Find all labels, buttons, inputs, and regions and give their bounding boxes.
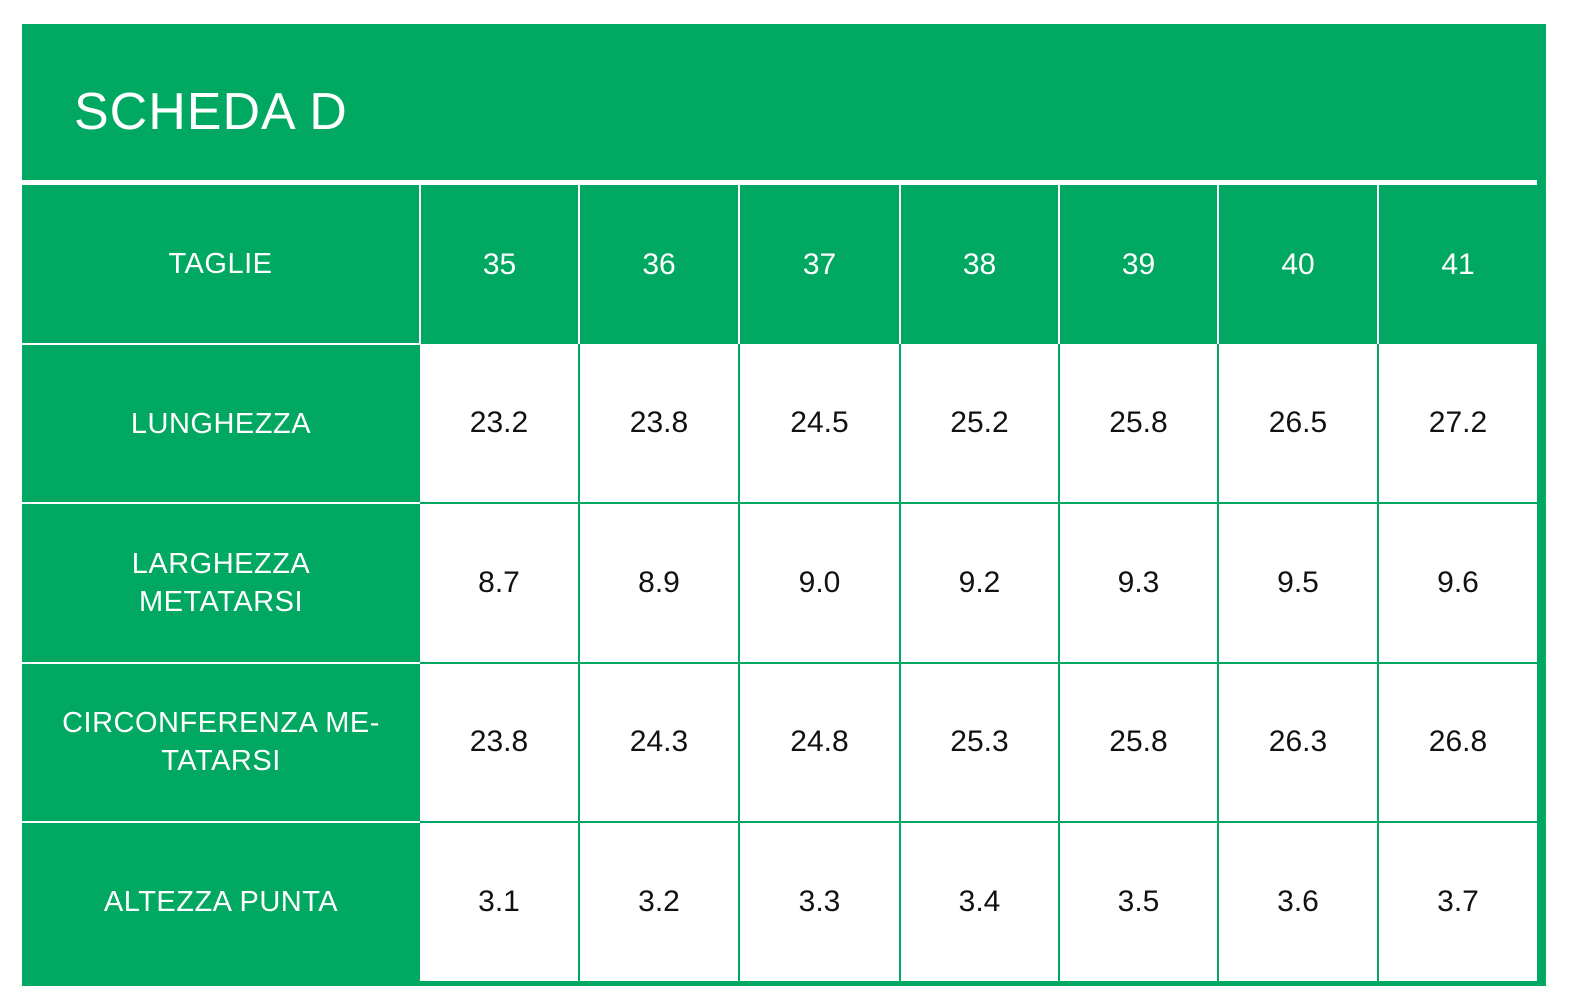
size-chart-card: SCHEDA D TAGLIE 35 36 37 38 39 40 41 xyxy=(22,24,1546,986)
header-row: TAGLIE 35 36 37 38 39 40 41 xyxy=(22,185,1537,345)
table-row: CIRCONFERENZA ME-TATARSI 23.8 24.3 24.8 … xyxy=(22,661,1537,822)
row-label-text: LUNGHEZZA xyxy=(130,407,312,440)
value-cell: 23.2 xyxy=(420,344,579,504)
value-cell: 9.2 xyxy=(899,502,1059,663)
value-cell: 9.3 xyxy=(1058,502,1218,663)
row-label-text: ALTEZZA PUNTA xyxy=(103,885,339,918)
header-label: TAGLIE xyxy=(22,185,420,345)
value-cell: 26.5 xyxy=(1217,344,1378,504)
size-header: 40 xyxy=(1217,185,1378,345)
value-cell: 3.4 xyxy=(899,820,1059,981)
row-label: LUNGHEZZA xyxy=(22,343,420,504)
value-cell: 26.3 xyxy=(1217,661,1378,822)
value-cell: 3.3 xyxy=(738,820,900,981)
chart-title: SCHEDA D xyxy=(74,83,348,141)
value-cell: 27.2 xyxy=(1377,344,1537,504)
value-cell: 3.1 xyxy=(420,820,579,981)
value-cell: 25.2 xyxy=(899,344,1059,504)
row-label: ALTEZZA PUNTA xyxy=(22,820,420,981)
size-header: 41 xyxy=(1377,185,1537,345)
row-label-text: LARGHEZZA METATARSI xyxy=(131,547,311,618)
value-cell: 23.8 xyxy=(578,344,739,504)
value-cell: 3.2 xyxy=(578,820,739,981)
value-cell: 9.0 xyxy=(738,502,900,663)
table-row: LARGHEZZA METATARSI 8.7 8.9 9.0 9.2 9.3 … xyxy=(22,502,1537,663)
value-cell: 25.8 xyxy=(1058,661,1218,822)
value-cell: 24.3 xyxy=(578,661,739,822)
value-cell: 24.5 xyxy=(738,344,900,504)
value-cell: 3.7 xyxy=(1377,820,1537,981)
value-cell: 26.8 xyxy=(1377,661,1537,822)
row-label: CIRCONFERENZA ME-TATARSI xyxy=(22,661,420,822)
size-header: 36 xyxy=(578,185,739,345)
value-cell: 3.6 xyxy=(1217,820,1378,981)
table-row: LUNGHEZZA 23.2 23.8 24.5 25.2 25.8 26.5 … xyxy=(22,343,1537,504)
value-cell: 25.3 xyxy=(899,661,1059,822)
title-divider xyxy=(22,180,1537,185)
title-band: SCHEDA D xyxy=(22,24,1546,180)
value-cell: 23.8 xyxy=(420,661,579,822)
row-label-text: CIRCONFERENZA ME-TATARSI xyxy=(62,707,380,778)
value-cell: 8.9 xyxy=(578,502,739,663)
value-cell: 25.8 xyxy=(1058,344,1218,504)
value-cell: 24.8 xyxy=(738,661,900,822)
size-header: 39 xyxy=(1058,185,1218,345)
value-cell: 9.5 xyxy=(1217,502,1378,663)
value-cell: 8.7 xyxy=(420,502,579,663)
size-header: 38 xyxy=(899,185,1059,345)
value-cell: 9.6 xyxy=(1377,502,1537,663)
size-table: TAGLIE 35 36 37 38 39 40 41 LUNGHEZZA 23… xyxy=(22,185,1537,981)
size-header: 37 xyxy=(738,185,900,345)
value-cell: 3.5 xyxy=(1058,820,1218,981)
row-label: LARGHEZZA METATARSI xyxy=(22,502,420,663)
table-row: ALTEZZA PUNTA 3.1 3.2 3.3 3.4 3.5 3.6 3.… xyxy=(22,820,1537,981)
size-header: 35 xyxy=(419,185,579,345)
